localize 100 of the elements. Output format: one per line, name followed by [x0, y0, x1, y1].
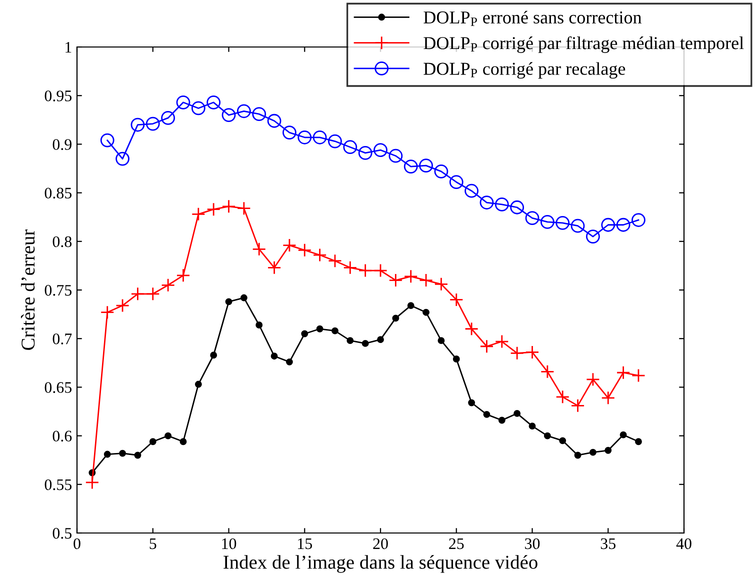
point [510, 200, 524, 214]
point [146, 286, 160, 301]
point [298, 243, 312, 258]
point [134, 452, 142, 459]
point [589, 448, 596, 456]
point [635, 438, 642, 446]
point [130, 118, 145, 132]
y-tick-label: 0.5 [52, 528, 72, 539]
point [525, 345, 540, 360]
point [146, 116, 160, 131]
x-tick-label: 10 [222, 538, 236, 550]
y-tick-label: 0.65 [44, 382, 72, 393]
point [540, 215, 554, 229]
point [449, 175, 464, 190]
point [130, 286, 145, 301]
point [374, 143, 388, 157]
point [559, 437, 566, 444]
point [480, 339, 494, 354]
x-tick-label: 5 [150, 538, 156, 550]
point [267, 114, 282, 128]
y-tick-label: 0.6 [52, 430, 72, 442]
point [392, 314, 400, 322]
y-tick-label: 0.95 [44, 90, 72, 102]
point [404, 160, 418, 174]
x-tick-label: 40 [676, 538, 692, 550]
point [328, 254, 342, 268]
point [116, 298, 130, 312]
point [298, 130, 312, 144]
point [388, 148, 403, 163]
y-tick-label: 0.75 [44, 284, 72, 296]
point [252, 107, 266, 122]
point [422, 308, 430, 316]
legend-label: DOLP$_{P}$ corrigé par filtrage médian temporel [424, 36, 744, 53]
point [282, 238, 296, 252]
point [164, 432, 172, 440]
point [210, 352, 218, 359]
point [528, 422, 536, 430]
point [104, 450, 111, 458]
point [346, 337, 354, 344]
point [449, 292, 464, 307]
point [222, 108, 236, 122]
point [191, 101, 206, 116]
point [85, 476, 100, 490]
point [176, 268, 190, 282]
point [225, 298, 232, 306]
point [494, 334, 509, 348]
point [362, 340, 369, 347]
point [161, 111, 175, 125]
x-tick-label: 15 [298, 538, 312, 550]
point [100, 305, 114, 320]
point [601, 218, 616, 232]
point [374, 264, 388, 278]
point [176, 95, 190, 110]
point [180, 438, 187, 446]
point [149, 438, 156, 446]
point [270, 352, 278, 360]
point [434, 164, 448, 178]
y-tick-label: 0.85 [44, 188, 72, 199]
point [419, 273, 433, 288]
x-tick-label: 20 [373, 538, 388, 550]
x-tick-label: 25 [449, 538, 464, 550]
y-tick-label: 0.9 [52, 139, 72, 150]
point [570, 218, 585, 233]
point [343, 140, 358, 154]
x-tick-label: 0 [74, 538, 80, 550]
point [358, 264, 372, 278]
point [494, 198, 509, 212]
point [570, 398, 585, 413]
point [358, 146, 372, 160]
point [312, 248, 327, 262]
point [498, 416, 506, 424]
point [252, 242, 266, 256]
point [468, 399, 476, 406]
point [236, 201, 251, 216]
point [438, 337, 445, 344]
point [267, 260, 282, 275]
point [194, 380, 202, 388]
point [388, 273, 403, 288]
point [540, 364, 554, 379]
point [377, 336, 384, 344]
point [332, 327, 338, 334]
y-tick-label: 0.55 [44, 479, 72, 490]
point [632, 368, 646, 382]
point [601, 390, 616, 405]
y-tick-label: 1 [66, 42, 72, 53]
point [301, 330, 308, 338]
point [434, 277, 448, 292]
point [282, 126, 296, 140]
point [312, 130, 327, 144]
point [464, 322, 478, 336]
point [206, 202, 221, 216]
point [544, 432, 551, 440]
point [407, 302, 414, 310]
point [328, 134, 342, 148]
point [586, 372, 600, 386]
point [316, 325, 324, 332]
point [556, 216, 570, 230]
point [343, 260, 358, 275]
point [604, 446, 612, 454]
point [286, 358, 293, 366]
